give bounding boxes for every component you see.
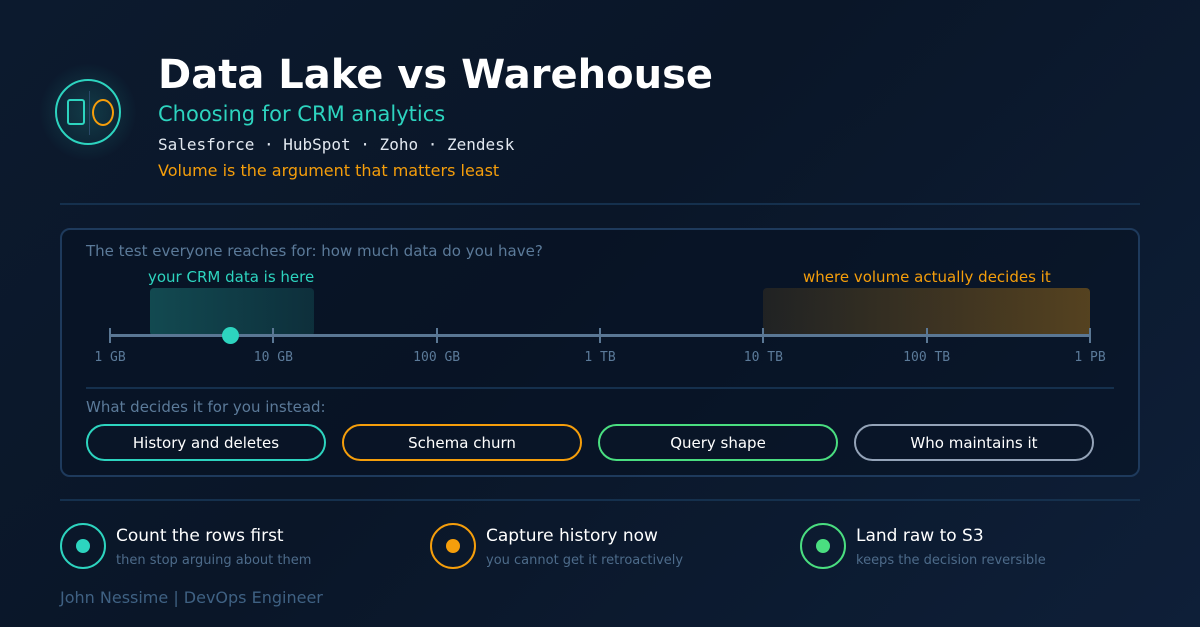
tip-title: Land raw to S3 xyxy=(856,526,984,546)
deciders-question: What decides it for you instead: xyxy=(86,398,326,416)
decider-pill: Query shape xyxy=(598,424,838,461)
panel-divider xyxy=(86,387,1114,389)
page-subtitle: Choosing for CRM analytics xyxy=(158,102,446,126)
scale-tick-label: 1 TB xyxy=(584,350,616,365)
scale-tick-label: 1 PB xyxy=(1074,350,1106,365)
scale-tick-label: 1 GB xyxy=(94,350,126,365)
tip-subtitle: keeps the decision reversible xyxy=(856,553,1046,568)
scale-tick xyxy=(762,328,765,343)
scale-tick xyxy=(925,328,928,343)
lake-warehouse-logo-icon xyxy=(55,79,121,145)
page-title: Data Lake vs Warehouse xyxy=(158,52,714,98)
tagline: Volume is the argument that matters leas… xyxy=(158,161,500,180)
logo-divider xyxy=(89,91,90,135)
tip-subtitle: you cannot get it retroactively xyxy=(486,553,684,568)
scale-tick-label: 10 GB xyxy=(253,350,293,365)
divider-bottom xyxy=(60,499,1140,501)
scale-question: The test everyone reaches for: how much … xyxy=(86,242,543,260)
decider-pill: History and deletes xyxy=(86,424,326,461)
scale-tick xyxy=(1089,328,1091,343)
scale-tick xyxy=(435,328,438,343)
target-dot-icon xyxy=(430,523,476,569)
crm-sources: Salesforce · HubSpot · Zoho · Zendesk xyxy=(158,135,515,154)
tip-title: Count the rows first xyxy=(116,526,284,546)
warehouse-block-icon xyxy=(67,99,85,125)
target-dot-icon xyxy=(800,523,846,569)
author-footer: John Nessime | DevOps Engineer xyxy=(60,588,323,607)
divider-top xyxy=(60,203,1140,205)
tip-subtitle: then stop arguing about them xyxy=(116,553,312,568)
scale-tick xyxy=(272,328,275,343)
scale-tick xyxy=(109,328,111,343)
crm-zone-label: your CRM data is here xyxy=(148,268,315,286)
scale-tick-label: 100 GB xyxy=(413,350,461,365)
target-dot-center xyxy=(816,539,830,553)
volume-zone-label: where volume actually decides it xyxy=(803,268,1051,286)
target-dot-center xyxy=(446,539,460,553)
lake-oval-icon xyxy=(92,99,114,126)
decider-pill: Schema churn xyxy=(342,424,582,461)
tip-title: Capture history now xyxy=(486,526,658,546)
target-dot-center xyxy=(76,539,90,553)
decider-pill: Who maintains it xyxy=(854,424,1094,461)
scale-tick-label: 10 TB xyxy=(743,350,783,365)
scale-tick-label: 100 TB xyxy=(903,350,951,365)
target-dot-icon xyxy=(60,523,106,569)
crm-position-marker xyxy=(222,327,239,344)
scale-tick xyxy=(599,328,601,343)
